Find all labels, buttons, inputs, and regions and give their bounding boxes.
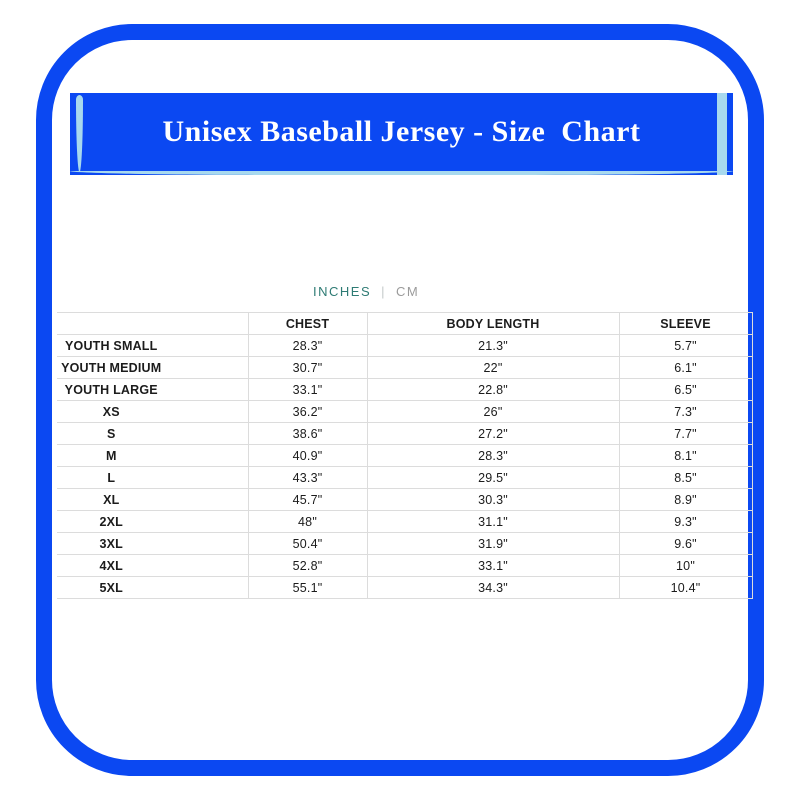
table-row: YOUTH LARGE 33.1" 22.8" 6.5"	[57, 378, 753, 401]
size-label-cell: XS	[57, 400, 249, 423]
size-label-cell: YOUTH SMALL	[57, 334, 249, 357]
unit-inches-button[interactable]: INCHES	[313, 284, 372, 299]
unit-cm-button[interactable]: CM	[396, 284, 420, 299]
chest-value-cell: 28.3"	[247, 334, 368, 357]
size-label-cell: 3XL	[57, 532, 249, 555]
title-banner: Unisex Baseball Jersey - Size Chart	[70, 93, 733, 175]
unit-toggle: INCHES | CM	[313, 284, 419, 299]
sleeve-value-cell: 7.3"	[618, 400, 753, 423]
body-length-value-cell: 31.9"	[366, 532, 620, 555]
sleeve-value-cell: 8.1"	[618, 444, 753, 467]
size-label-cell: 5XL	[57, 576, 249, 599]
banner-left-accent-stripe	[76, 95, 83, 172]
table-row: 5XL 55.1" 34.3" 10.4"	[57, 576, 753, 599]
sleeve-value-cell: 8.5"	[618, 466, 753, 489]
body-length-value-cell: 33.1"	[366, 554, 620, 577]
body-length-value-cell: 34.3"	[366, 576, 620, 599]
table-row: L 43.3" 29.5" 8.5"	[57, 466, 753, 489]
sleeve-value-cell: 10"	[618, 554, 753, 577]
unit-toggle-separator: |	[381, 284, 387, 299]
body-length-value-cell: 22.8"	[366, 378, 620, 401]
size-label-cell: M	[57, 444, 249, 467]
column-header-sleeve: SLEEVE	[618, 312, 753, 335]
column-header-chest: CHEST	[247, 312, 368, 335]
table-row: XS 36.2" 26" 7.3"	[57, 400, 753, 423]
rounded-border-frame	[36, 24, 764, 776]
banner-bottom-accent-line	[70, 171, 733, 175]
sleeve-value-cell: 10.4"	[618, 576, 753, 599]
body-length-value-cell: 22"	[366, 356, 620, 379]
body-length-value-cell: 29.5"	[366, 466, 620, 489]
size-label-cell: L	[57, 466, 249, 489]
table-row: YOUTH MEDIUM 30.7" 22" 6.1"	[57, 356, 753, 379]
body-length-value-cell: 28.3"	[366, 444, 620, 467]
size-label-cell: YOUTH MEDIUM	[57, 356, 249, 379]
size-label-cell: XL	[57, 488, 249, 511]
chest-value-cell: 36.2"	[247, 400, 368, 423]
column-header-body-length: BODY LENGTH	[366, 312, 620, 335]
size-label-cell: S	[57, 422, 249, 445]
chest-value-cell: 48"	[247, 510, 368, 533]
size-chart-table: CHEST BODY LENGTH SLEEVE YOUTH SMALL 28.…	[57, 312, 753, 599]
body-length-value-cell: 30.3"	[366, 488, 620, 511]
sleeve-value-cell: 9.6"	[618, 532, 753, 555]
sleeve-value-cell: 5.7"	[618, 334, 753, 357]
size-label-cell: 4XL	[57, 554, 249, 577]
page-title: Unisex Baseball Jersey - Size Chart	[162, 115, 641, 148]
size-label-cell: YOUTH LARGE	[57, 378, 249, 401]
sleeve-value-cell: 8.9"	[618, 488, 753, 511]
body-length-value-cell: 27.2"	[366, 422, 620, 445]
chest-value-cell: 52.8"	[247, 554, 368, 577]
chest-value-cell: 50.4"	[247, 532, 368, 555]
chest-value-cell: 33.1"	[247, 378, 368, 401]
table-header-row: CHEST BODY LENGTH SLEEVE	[57, 312, 753, 335]
table-row: 3XL 50.4" 31.9" 9.6"	[57, 532, 753, 555]
banner-right-accent-stripe	[717, 93, 727, 175]
body-length-value-cell: 26"	[366, 400, 620, 423]
sleeve-value-cell: 6.1"	[618, 356, 753, 379]
sleeve-value-cell: 9.3"	[618, 510, 753, 533]
column-header-size	[57, 312, 249, 335]
chest-value-cell: 55.1"	[247, 576, 368, 599]
chest-value-cell: 30.7"	[247, 356, 368, 379]
table-row: 4XL 52.8" 33.1" 10"	[57, 554, 753, 577]
chest-value-cell: 38.6"	[247, 422, 368, 445]
table-row: 2XL 48" 31.1" 9.3"	[57, 510, 753, 533]
sleeve-value-cell: 7.7"	[618, 422, 753, 445]
table-row: S 38.6" 27.2" 7.7"	[57, 422, 753, 445]
sleeve-value-cell: 6.5"	[618, 378, 753, 401]
chest-value-cell: 40.9"	[247, 444, 368, 467]
body-length-value-cell: 31.1"	[366, 510, 620, 533]
body-length-value-cell: 21.3"	[366, 334, 620, 357]
table-row: XL 45.7" 30.3" 8.9"	[57, 488, 753, 511]
size-label-cell: 2XL	[57, 510, 249, 533]
table-row: YOUTH SMALL 28.3" 21.3" 5.7"	[57, 334, 753, 357]
chest-value-cell: 43.3"	[247, 466, 368, 489]
table-row: M 40.9" 28.3" 8.1"	[57, 444, 753, 467]
chest-value-cell: 45.7"	[247, 488, 368, 511]
